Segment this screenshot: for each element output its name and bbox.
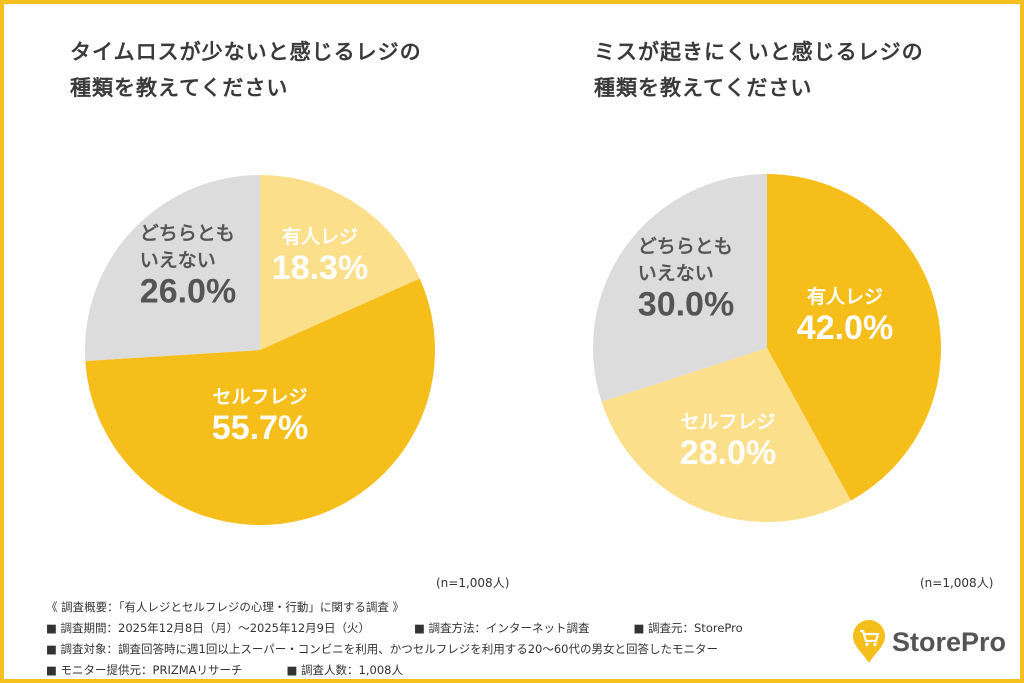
chart-2-title-line: 種類を教えてください (594, 76, 813, 100)
footer-source: ■ 調査元：StorePro (633, 621, 743, 635)
chart-2-slice-0 (767, 174, 941, 501)
chart-2-slice-2 (593, 174, 767, 402)
chart-1-sample-size: (n=1,008人) (436, 576, 510, 590)
chart-1-title: タイムロスが少ないと感じるレジの 種類を教えてください (70, 34, 422, 106)
slice-value: 28.0% (679, 434, 777, 472)
slice-category: 有人レジ (281, 226, 358, 248)
chart-1-label-self: セルフレジ 55.7% (212, 382, 308, 448)
slice-category: いえない (139, 249, 216, 272)
slice-value: 18.3% (271, 249, 369, 287)
footer-period: ■ 調査期間：2025年12月8日（月）～2025年12月9日（火） (46, 621, 370, 635)
footer-method: ■ 調査方法：インターネット調査 (413, 621, 590, 635)
shopping-cart-pin-icon (853, 620, 885, 663)
chart-2-label-yujin: 有人レジ 42.0% (797, 282, 893, 348)
chart-1-label-yujin: 有人レジ 18.3% (272, 222, 368, 288)
chart-2-sample-size: (n=1,008人) (920, 576, 994, 590)
chart-1-slice-0 (260, 175, 420, 350)
chart-1-title-line: タイムロスが少ないと感じるレジの (70, 40, 422, 64)
slice-category: どちらとも (139, 222, 235, 245)
slice-category: セルフレジ (212, 386, 308, 408)
footer-row: ■ モニター提供元：PRIZMAリサーチ ■ 調査人数：1,008人 (46, 662, 447, 678)
chart-2-label-neither: どちらとも いえない 30.0% (638, 232, 734, 325)
chart-2-title-line: ミスが起きにくいと感じるレジの (594, 40, 924, 64)
storepro-logo: StorePro (852, 620, 1006, 664)
footer-overview: 《 調査概要：「有人レジとセルフレジの心理・行動」に関する調査 》 (46, 600, 405, 614)
slice-value: 42.0% (796, 309, 894, 347)
slice-category: セルフレジ (680, 411, 776, 433)
chart-1-label-neither: どちらとも いえない 26.0% (140, 219, 236, 312)
slice-category: どちらとも (637, 235, 733, 258)
chart-2-label-self: セルフレジ 28.0% (680, 407, 776, 473)
footer-count: ■ 調査人数：1,008人 (286, 663, 403, 677)
chart-1-slice-2 (85, 175, 260, 361)
slice-value: 55.7% (211, 409, 309, 447)
slice-value: 30.0% (637, 285, 735, 324)
chart-2-title: ミスが起きにくいと感じるレジの 種類を教えてください (594, 34, 924, 106)
footer-row: ■ 調査期間：2025年12月8日（月）～2025年12月9日（火） ■ 調査方法… (46, 620, 787, 636)
slice-category: 有人レジ (806, 286, 883, 308)
logo-text: StorePro (892, 626, 1007, 657)
chart-1-slice-1 (85, 278, 435, 525)
chart-1-title-line: 種類を教えてください (70, 76, 289, 100)
slice-value: 26.0% (139, 272, 237, 311)
chart-2-slice-1 (601, 348, 851, 522)
footer-target: ■ 調査対象：調査回答時に週1回以上スーパー・コンビニを利用、かつセルフレジを利… (46, 642, 718, 656)
footer-provider: ■ モニター提供元：PRIZMAリサーチ (46, 663, 243, 677)
slice-category: いえない (637, 262, 714, 285)
